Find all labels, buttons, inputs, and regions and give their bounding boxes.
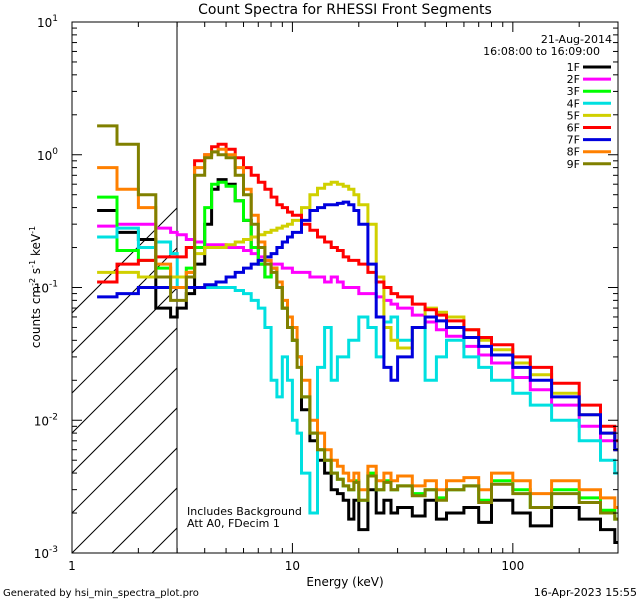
legend-date: 21-Aug-2014 [541, 33, 612, 46]
y-tick-label: 10-3 [34, 545, 58, 561]
y-tick-label: 100 [37, 147, 58, 163]
legend-label-1F: 1F [567, 61, 580, 74]
note-attenuator: Att A0, FDecim 1 [187, 517, 280, 530]
series-line-1F [97, 178, 618, 544]
hatch-line [312, 22, 640, 553]
y-axis-label: counts cm-2 s-1 keV-1 [28, 226, 43, 348]
legend-label-7F: 7F [567, 134, 580, 147]
series-line-4F [97, 226, 618, 515]
legend-label-4F: 4F [567, 97, 580, 110]
x-axis-label: Energy (keV) [306, 575, 383, 589]
hatch-line [72, 367, 177, 474]
x-tick-label: 1 [68, 559, 76, 573]
series-line-9F [97, 124, 618, 521]
y-tick-label: 101 [37, 14, 58, 30]
hatch-line [72, 407, 177, 514]
legend-label-8F: 8F [567, 146, 580, 159]
legend-label-6F: 6F [567, 122, 580, 135]
legend-label-2F: 2F [567, 73, 580, 86]
legend-label-5F: 5F [567, 109, 580, 122]
x-tick-label: 100 [501, 559, 524, 573]
legend-time-range: 16:08:00 to 16:09:00 [483, 45, 600, 58]
generated-date: 16-Apr-2023 15:55 [534, 586, 637, 599]
series-line-6F [97, 142, 618, 443]
note-background: Includes Background [187, 505, 302, 518]
hatch-line [392, 22, 640, 553]
hatched-excluded-region [72, 22, 640, 553]
x-tick-label: 10 [285, 559, 300, 573]
generated-by-text: Generated by hsi_min_spectra_plot.pro [3, 588, 199, 599]
hatch-line [72, 447, 177, 553]
hatch-line [72, 207, 177, 314]
legend-label-9F: 9F [567, 158, 580, 171]
legend-label-3F: 3F [567, 85, 580, 98]
y-tick-label: 10-1 [34, 280, 58, 296]
chart-title: Count Spectra for RHESSI Front Segments [198, 2, 492, 18]
hatch-line [552, 22, 640, 553]
y-tick-label: 10-2 [34, 412, 58, 428]
series-line-7F [97, 200, 618, 452]
